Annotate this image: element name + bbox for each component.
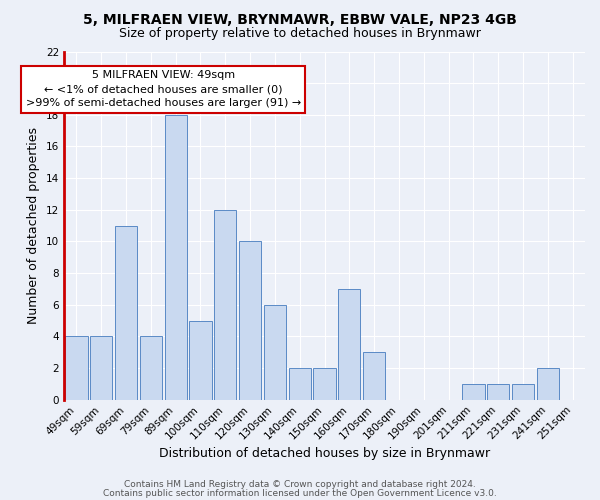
Text: Contains public sector information licensed under the Open Government Licence v3: Contains public sector information licen…	[103, 488, 497, 498]
Bar	[462, 384, 485, 400]
Bar	[487, 384, 509, 400]
Bar	[214, 210, 236, 400]
Bar	[115, 226, 137, 400]
Text: 5, MILFRAEN VIEW, BRYNMAWR, EBBW VALE, NP23 4GB: 5, MILFRAEN VIEW, BRYNMAWR, EBBW VALE, N…	[83, 12, 517, 26]
Bar	[289, 368, 311, 400]
Bar	[190, 320, 212, 400]
Bar	[164, 115, 187, 400]
Bar	[313, 368, 335, 400]
Text: Size of property relative to detached houses in Brynmawr: Size of property relative to detached ho…	[119, 28, 481, 40]
Text: Contains HM Land Registry data © Crown copyright and database right 2024.: Contains HM Land Registry data © Crown c…	[124, 480, 476, 489]
Bar	[512, 384, 534, 400]
Bar	[363, 352, 385, 400]
Bar	[140, 336, 162, 400]
Bar	[536, 368, 559, 400]
Bar	[264, 305, 286, 400]
X-axis label: Distribution of detached houses by size in Brynmawr: Distribution of detached houses by size …	[159, 447, 490, 460]
Y-axis label: Number of detached properties: Number of detached properties	[28, 127, 40, 324]
Text: 5 MILFRAEN VIEW: 49sqm
← <1% of detached houses are smaller (0)
>99% of semi-det: 5 MILFRAEN VIEW: 49sqm ← <1% of detached…	[26, 70, 301, 108]
Bar	[65, 336, 88, 400]
Bar	[338, 289, 361, 400]
Bar	[90, 336, 112, 400]
Bar	[239, 242, 261, 400]
